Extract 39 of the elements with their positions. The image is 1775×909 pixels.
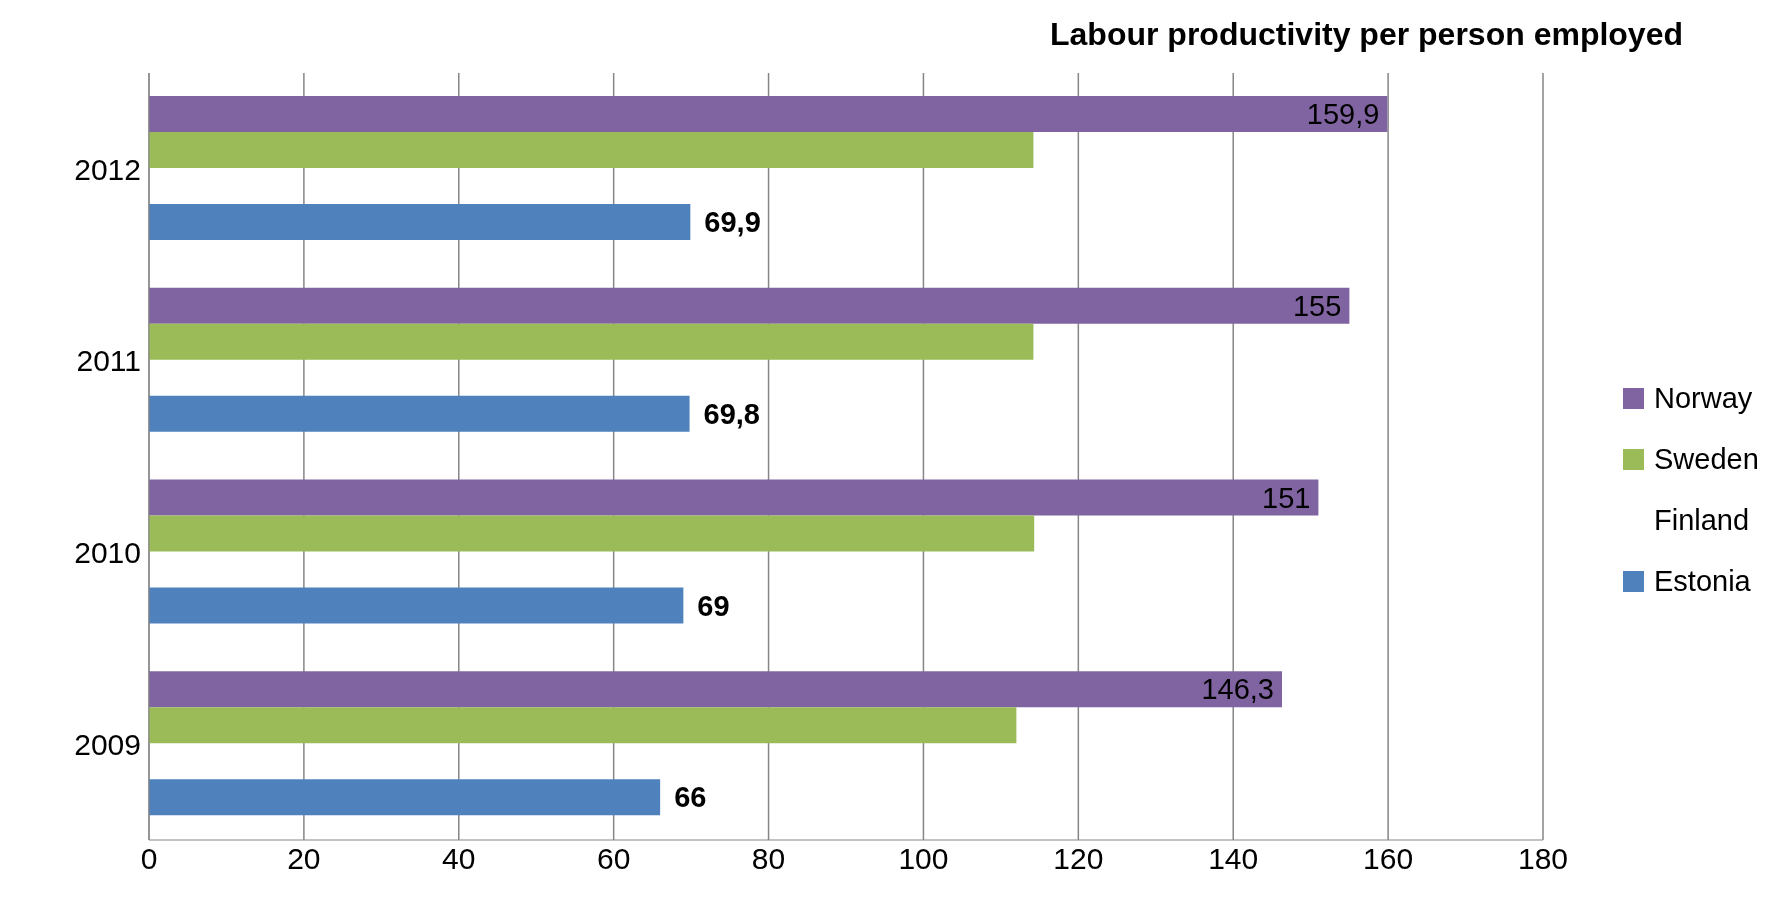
bar xyxy=(149,395,690,432)
x-tick-label: 0 xyxy=(140,842,158,876)
x-tick-label: 80 xyxy=(751,842,786,876)
data-label: 69,8 xyxy=(703,397,761,430)
data-label: 146,3 xyxy=(1201,673,1275,706)
x-tick-label: 40 xyxy=(442,842,476,876)
bar xyxy=(149,587,684,624)
x-tick-label: 140 xyxy=(1208,842,1259,876)
chart-title: Labour productivity per person employed xyxy=(1050,16,1683,53)
x-tick-label: 60 xyxy=(596,842,631,876)
x-tick-label: 20 xyxy=(287,842,321,876)
legend-label: Estonia xyxy=(1654,565,1751,598)
data-label: 155 xyxy=(1293,289,1342,322)
bar xyxy=(149,779,661,816)
bar xyxy=(149,323,1034,360)
data-label: 66 xyxy=(674,781,707,814)
bar xyxy=(149,132,1034,169)
data-label: 151 xyxy=(1262,481,1311,514)
text: Finland xyxy=(1654,504,1750,537)
bar xyxy=(149,671,1283,708)
x-tick-label: 100 xyxy=(898,842,949,876)
bar xyxy=(149,287,1350,324)
bar xyxy=(149,204,691,241)
bar xyxy=(149,707,1017,744)
bar xyxy=(149,479,1319,516)
y-tick-label: 2010 xyxy=(74,536,141,570)
data-label: 69 xyxy=(697,589,730,622)
data-label: 159,9 xyxy=(1306,98,1380,131)
x-tick-label: 180 xyxy=(1517,842,1569,876)
bar xyxy=(149,515,1035,552)
y-tick-label: 2009 xyxy=(74,727,141,761)
legend-label: Norway xyxy=(1654,382,1753,415)
legend-label: Sweden xyxy=(1654,443,1759,476)
y-tick-label: 2011 xyxy=(76,344,141,378)
x-tick-label: 120 xyxy=(1053,842,1104,876)
x-tick-label: 160 xyxy=(1363,842,1414,876)
y-tick-label: 2012 xyxy=(74,152,141,186)
data-label: 69,9 xyxy=(704,206,761,239)
bar xyxy=(149,96,1388,133)
